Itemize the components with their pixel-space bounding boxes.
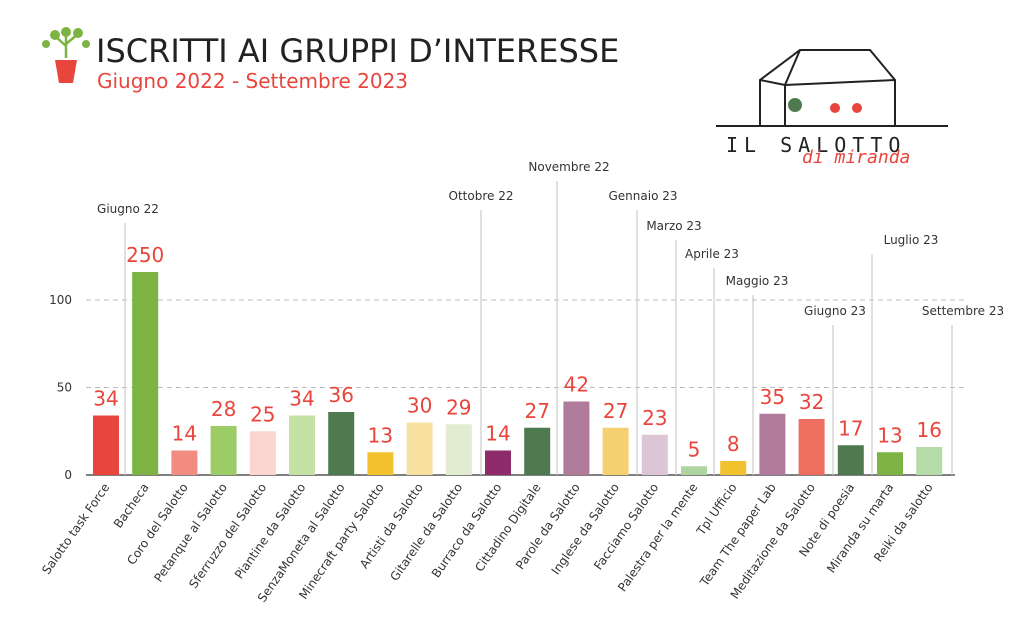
x-tick-label: Burraco da Salotto [429,481,505,581]
annotation-label: Novembre 22 [528,160,609,174]
annotation-label: Settembre 23 [922,304,1004,318]
bar [93,415,119,475]
value-label: 42 [564,373,589,397]
x-tick-label: Bacheca [111,481,152,531]
value-label: 36 [328,383,353,407]
bar [249,431,276,475]
value-label: 14 [172,422,197,446]
y-tick-label: 100 [49,293,72,307]
bar [367,452,394,475]
bar [289,415,315,475]
value-label: 5 [688,437,701,461]
value-label: 16 [916,418,941,442]
y-tick-label: 0 [64,468,72,482]
bar [720,461,747,475]
value-label: 29 [446,395,471,419]
greenhouse-logo [716,49,948,127]
bar [210,426,237,475]
annotation-label: Giugno 22 [97,202,159,216]
x-tick-label: Sferruzzo del Salotto [186,481,269,591]
bar [171,450,198,475]
chart-subtitle: Giugno 2022 - Settembre 2023 [97,69,408,93]
x-tick-label: Team The paper Lab [697,481,779,590]
bars [93,272,943,475]
bar [563,401,590,475]
x-tick-label: Piantine da Salotto [232,481,308,582]
bar [602,427,629,475]
x-tick-label: Salotto task Force [39,481,112,577]
x-tick-label: Palestra per la mente [615,481,700,595]
value-label: 28 [211,397,236,421]
value-label: 13 [877,423,902,447]
value-label: 25 [250,402,275,426]
bar [132,272,159,475]
bar [524,427,551,475]
bar [681,466,707,475]
y-tick-label: 50 [57,381,72,395]
bar [798,419,825,475]
bar [916,447,943,475]
annotation-label: Aprile 23 [685,247,739,261]
bar [877,452,903,475]
x-tick-label: Gitarelle da Salotto [387,481,465,584]
value-label: 32 [799,390,824,414]
logo-text: IL SALOTTO [726,133,906,157]
value-label: 27 [524,399,549,423]
annotation-label: Marzo 23 [646,219,701,233]
annotation-label: Maggio 23 [726,274,789,288]
value-label: 14 [485,422,510,446]
bar [837,445,864,475]
value-label: 30 [407,394,432,418]
value-label: 8 [727,432,740,456]
annotation-label: Luglio 23 [884,233,939,247]
x-tick-label: Inglese da Salotto [549,481,622,578]
bar [406,422,433,475]
value-label: 34 [93,387,118,411]
bar [328,412,355,475]
bar [485,450,511,475]
value-label: 13 [368,423,393,447]
chart-title: ISCRITTI AI GRUPPI D’INTERESSE [96,32,619,70]
annotation-label: Gennaio 23 [608,189,677,203]
annotation-label: Ottobre 22 [449,189,514,203]
value-label: 23 [642,406,667,430]
annotation-label: Giugno 23 [804,304,866,318]
value-label: 35 [760,385,785,409]
bar [641,434,668,475]
value-label: 17 [838,416,863,440]
logo-subtext: di miranda [802,147,910,168]
bar [759,413,786,475]
value-label: 27 [603,399,628,423]
plant-icon [42,27,90,83]
bar [445,424,472,475]
x-tick-label: Petanque al Salotto [151,481,230,585]
value-label: 250 [126,243,164,267]
value-label: 34 [289,387,314,411]
